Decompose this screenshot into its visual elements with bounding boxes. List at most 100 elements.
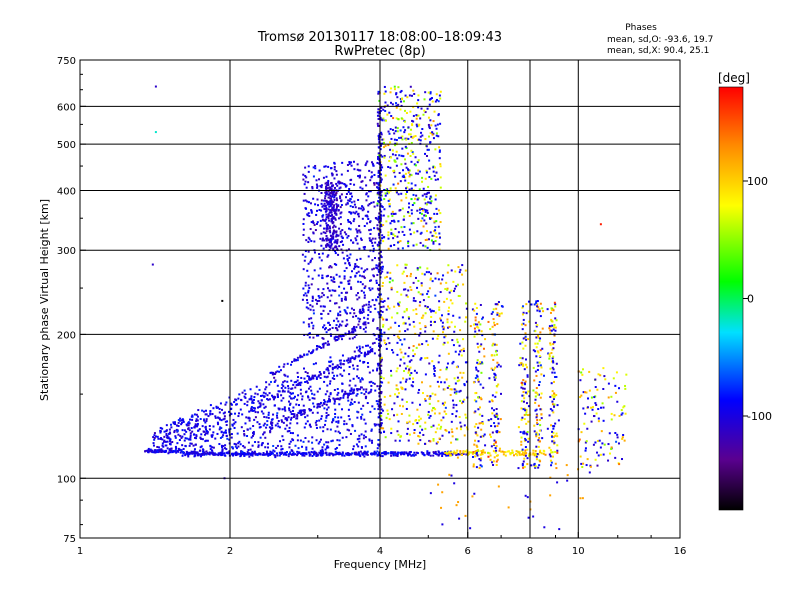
data-point — [357, 207, 360, 210]
data-point — [441, 523, 444, 526]
data-point — [251, 454, 254, 457]
data-point — [329, 197, 332, 200]
data-point — [180, 436, 183, 439]
data-point — [227, 410, 230, 413]
data-point — [367, 365, 370, 368]
data-point — [351, 337, 354, 340]
data-point — [493, 414, 496, 417]
data-point — [376, 385, 379, 388]
data-point — [270, 422, 273, 425]
data-point — [392, 454, 395, 457]
data-point — [595, 412, 598, 415]
data-point — [565, 464, 568, 467]
data-point — [423, 453, 426, 456]
data-point — [535, 431, 538, 434]
data-point — [212, 453, 215, 456]
data-point — [415, 172, 418, 175]
data-point — [382, 224, 385, 227]
data-point — [221, 299, 224, 302]
data-point — [350, 270, 353, 273]
data-point — [323, 239, 326, 242]
data-point — [323, 165, 326, 168]
data-point — [396, 452, 399, 455]
data-point — [196, 451, 199, 454]
data-point — [521, 462, 524, 465]
data-point — [459, 428, 462, 431]
data-point — [367, 344, 370, 347]
data-point — [187, 421, 190, 424]
data-point — [451, 412, 454, 415]
data-point — [554, 434, 557, 437]
data-point — [204, 421, 207, 424]
data-point — [434, 178, 437, 181]
data-point — [443, 410, 446, 413]
data-point — [441, 278, 444, 281]
data-point — [407, 371, 410, 374]
data-point — [286, 375, 289, 378]
data-point — [382, 138, 385, 141]
data-point — [343, 277, 346, 280]
data-point — [225, 448, 228, 451]
data-point — [432, 407, 435, 410]
data-point — [534, 391, 537, 394]
data-point — [325, 222, 328, 225]
data-point — [247, 449, 250, 452]
data-point — [476, 434, 479, 437]
data-point — [401, 398, 404, 401]
data-point — [346, 169, 349, 172]
data-point — [398, 305, 401, 308]
data-point — [428, 98, 431, 101]
data-point — [419, 207, 422, 210]
data-point — [288, 409, 291, 412]
data-point — [310, 321, 313, 324]
data-point — [413, 202, 416, 205]
data-point — [315, 454, 318, 457]
data-point — [374, 389, 377, 392]
data-point — [427, 185, 430, 188]
data-point — [327, 217, 330, 220]
data-point — [377, 264, 380, 267]
data-point — [312, 232, 315, 235]
data-point — [322, 199, 325, 202]
data-point — [517, 467, 520, 470]
chart-title: Tromsø 20130117 18:08:00–18:09:43 — [257, 30, 502, 45]
data-point — [311, 350, 314, 353]
data-point — [335, 197, 338, 200]
data-point — [438, 146, 441, 149]
data-point — [347, 415, 350, 418]
data-point — [431, 100, 434, 103]
data-point — [347, 259, 350, 262]
data-point — [421, 134, 424, 137]
data-point — [430, 315, 433, 318]
data-point — [340, 453, 343, 456]
data-point — [262, 403, 265, 406]
data-point — [431, 337, 434, 340]
data-point — [540, 452, 543, 455]
data-point — [309, 261, 312, 264]
data-point — [417, 343, 420, 346]
data-point — [187, 424, 190, 427]
data-point — [272, 371, 275, 374]
data-point — [367, 255, 370, 258]
data-point — [474, 330, 477, 333]
data-point — [346, 428, 349, 431]
data-point — [395, 92, 398, 95]
data-point — [364, 430, 367, 433]
data-point — [382, 318, 385, 321]
data-point — [493, 456, 496, 459]
data-point — [435, 220, 438, 223]
data-point — [434, 294, 437, 297]
data-point — [258, 426, 261, 429]
data-point — [328, 398, 331, 401]
data-point — [293, 381, 296, 384]
data-point — [315, 213, 318, 216]
data-point — [412, 423, 415, 426]
data-point — [553, 441, 556, 444]
data-point — [422, 314, 425, 317]
data-point — [332, 247, 335, 250]
data-point — [323, 402, 326, 405]
data-point — [552, 361, 555, 364]
data-point — [340, 416, 343, 419]
data-point — [377, 217, 380, 220]
data-point — [297, 447, 300, 450]
